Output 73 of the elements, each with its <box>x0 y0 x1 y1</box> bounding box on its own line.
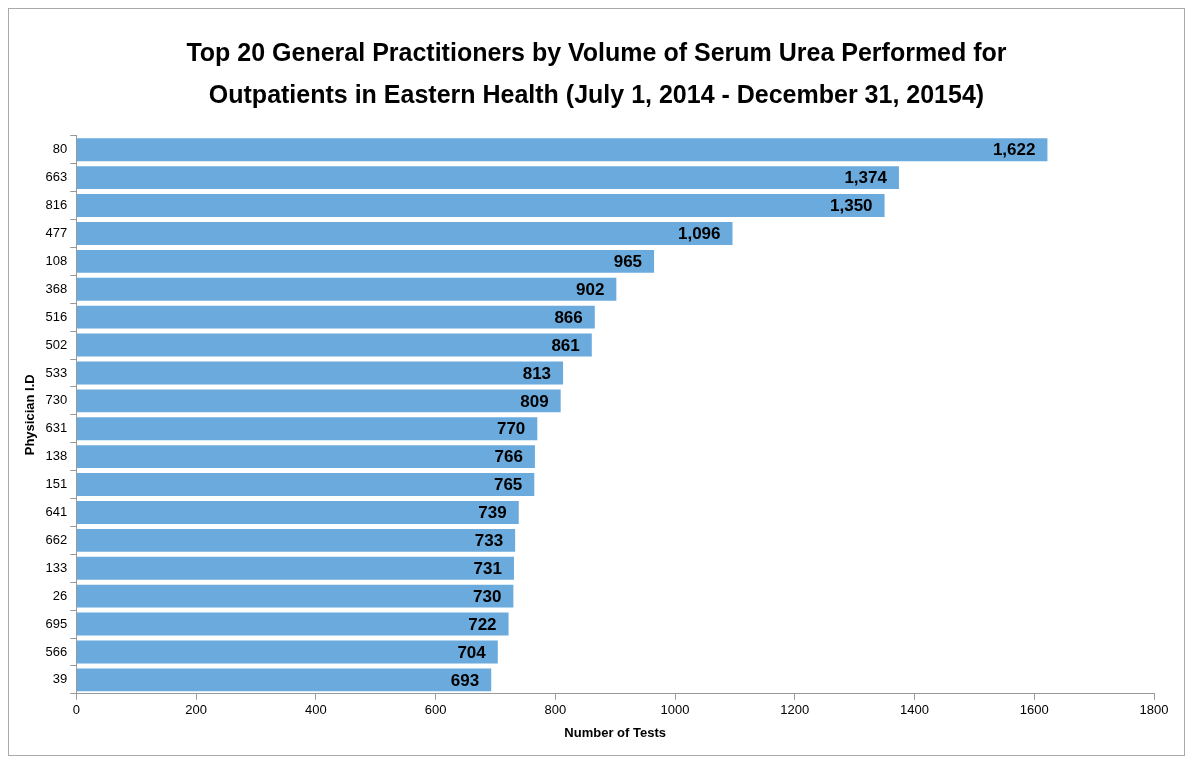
data-label: 693 <box>450 670 480 690</box>
data-label: 902 <box>575 279 605 299</box>
x-tick-label: 1000 <box>660 702 690 718</box>
data-label: 739 <box>478 503 507 523</box>
x-tick-label: 1600 <box>1019 702 1049 718</box>
data-label: 766 <box>494 447 523 467</box>
bar <box>76 445 535 469</box>
bar <box>76 501 519 524</box>
y-axis-title: Physician I.D <box>22 374 38 456</box>
bar <box>76 138 1048 162</box>
data-label: 861 <box>551 335 580 355</box>
data-label: 704 <box>457 642 487 662</box>
data-label: 765 <box>493 475 523 495</box>
y-tick-label: 663 <box>45 169 68 185</box>
data-label: 1,096 <box>677 224 721 244</box>
data-label: 733 <box>474 531 504 551</box>
data-label: 731 <box>473 558 502 578</box>
y-tick-label: 39 <box>52 671 68 687</box>
bar <box>76 166 899 190</box>
data-label: 1,622 <box>992 140 1036 160</box>
bar <box>76 333 592 357</box>
bar <box>76 556 514 580</box>
bar <box>76 584 514 608</box>
bar <box>76 305 595 329</box>
bar <box>76 640 498 664</box>
data-label: 866 <box>554 307 583 327</box>
data-label: 770 <box>496 419 526 439</box>
bar <box>76 612 509 636</box>
y-tick-label: 502 <box>45 336 68 352</box>
data-label: 1,350 <box>830 196 873 216</box>
chart-title: Top 20 General Practitioners by Volume of Serum Urea Performed for Outpatients in Eastern Health (July 1, 2014 - December 31, 20154) <box>185 37 1008 110</box>
x-tick-label: 1200 <box>780 702 810 718</box>
x-tick-label: 200 <box>185 702 207 718</box>
bar <box>76 361 564 385</box>
y-tick-label: 26 <box>52 587 68 603</box>
y-tick-label: 516 <box>45 308 68 324</box>
y-tick-label: 695 <box>45 615 68 631</box>
data-label: 1,374 <box>844 168 888 188</box>
y-tick-label: 133 <box>45 559 68 575</box>
data-label: 722 <box>468 614 497 634</box>
x-tick-label: 1800 <box>1139 702 1169 718</box>
y-tick-label: 816 <box>45 197 68 213</box>
bar <box>76 249 655 273</box>
y-tick-label: 477 <box>45 225 68 241</box>
bar <box>76 389 561 413</box>
y-tick-label: 138 <box>45 448 68 464</box>
x-tick-label: 800 <box>544 702 567 718</box>
y-tick-label: 566 <box>45 643 68 659</box>
y-tick-label: 631 <box>45 420 68 436</box>
y-tick-label: 641 <box>45 504 68 520</box>
bar <box>76 668 492 692</box>
bar <box>76 417 538 441</box>
data-label: 965 <box>613 252 643 272</box>
data-label: 730 <box>472 586 502 606</box>
bar <box>76 222 733 245</box>
x-tick-label: 0 <box>72 702 80 718</box>
y-tick-label: 662 <box>45 531 68 547</box>
x-tick-label: 600 <box>424 702 447 718</box>
bar <box>76 277 617 301</box>
x-axis-title: Number of Tests <box>564 724 666 740</box>
data-label: 813 <box>522 363 552 383</box>
x-tick-label: 400 <box>304 702 327 718</box>
data-label: 809 <box>520 391 549 411</box>
y-tick-label: 368 <box>45 280 68 296</box>
y-tick-label: 108 <box>45 252 68 268</box>
y-tick-label: 151 <box>45 476 68 492</box>
y-tick-label: 80 <box>52 141 68 157</box>
bar <box>76 473 535 496</box>
x-tick-label: 1400 <box>900 702 929 718</box>
bar <box>76 528 516 552</box>
bar <box>76 194 885 217</box>
y-tick-label: 730 <box>45 392 68 408</box>
y-tick-label: 533 <box>45 364 68 380</box>
